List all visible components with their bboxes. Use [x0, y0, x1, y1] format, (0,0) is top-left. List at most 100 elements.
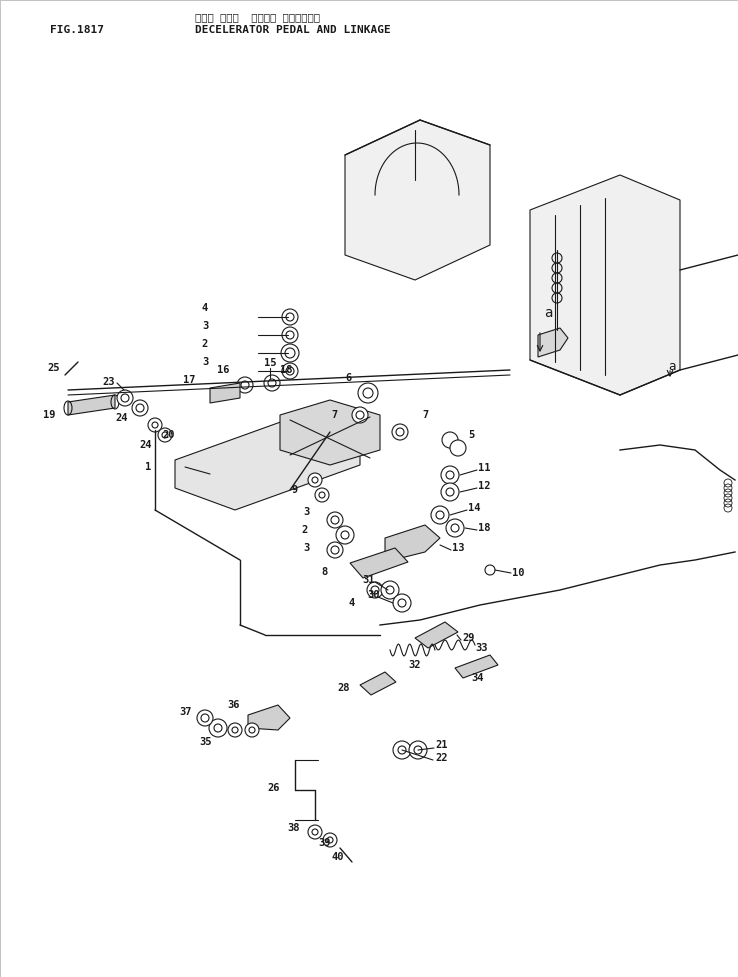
Text: 20: 20 — [162, 430, 174, 440]
Circle shape — [264, 375, 280, 391]
Text: 31: 31 — [362, 575, 375, 585]
Text: 3: 3 — [304, 543, 310, 553]
Circle shape — [441, 483, 459, 501]
Circle shape — [228, 723, 242, 737]
Text: 15: 15 — [263, 358, 276, 368]
Polygon shape — [68, 395, 115, 415]
Text: 18: 18 — [478, 523, 491, 533]
Circle shape — [132, 400, 148, 416]
Text: a: a — [544, 306, 552, 320]
Circle shape — [441, 466, 459, 484]
Text: 9: 9 — [292, 485, 298, 495]
Circle shape — [323, 833, 337, 847]
Circle shape — [148, 418, 162, 432]
Text: 34: 34 — [472, 673, 484, 683]
Circle shape — [308, 825, 322, 839]
Circle shape — [308, 473, 322, 487]
Text: 17: 17 — [184, 375, 196, 385]
Text: 2: 2 — [302, 525, 308, 535]
Text: 4: 4 — [349, 598, 355, 608]
Circle shape — [393, 741, 411, 759]
Circle shape — [336, 526, 354, 544]
Text: 5: 5 — [468, 430, 475, 440]
Circle shape — [442, 432, 458, 448]
Text: 40: 40 — [332, 852, 344, 862]
Circle shape — [381, 581, 399, 599]
Polygon shape — [248, 705, 290, 730]
Text: 13: 13 — [452, 543, 464, 553]
Circle shape — [392, 424, 408, 440]
Text: 1: 1 — [145, 462, 151, 472]
Text: 3: 3 — [202, 357, 208, 367]
Circle shape — [352, 407, 368, 423]
Circle shape — [450, 440, 466, 456]
Text: 8: 8 — [322, 567, 328, 577]
Polygon shape — [538, 328, 568, 357]
Circle shape — [282, 309, 298, 325]
Text: 29: 29 — [462, 633, 475, 643]
Circle shape — [197, 710, 213, 726]
Text: 33: 33 — [475, 643, 488, 653]
Text: 12: 12 — [478, 481, 491, 491]
Text: 11: 11 — [478, 463, 491, 473]
Text: 26: 26 — [267, 783, 280, 793]
Circle shape — [117, 390, 133, 406]
Text: 23: 23 — [103, 377, 115, 387]
Polygon shape — [530, 175, 680, 395]
Polygon shape — [280, 400, 380, 465]
Text: 25: 25 — [47, 363, 60, 373]
Text: DECELERATOR PEDAL AND LINKAGE: DECELERATOR PEDAL AND LINKAGE — [195, 25, 390, 35]
Text: 36: 36 — [227, 700, 240, 710]
Polygon shape — [175, 415, 360, 510]
Text: 3: 3 — [202, 321, 208, 331]
Text: 28: 28 — [337, 683, 350, 693]
Text: 7: 7 — [332, 410, 338, 420]
Text: 18: 18 — [280, 365, 292, 375]
Text: 35: 35 — [199, 737, 212, 747]
Circle shape — [431, 506, 449, 524]
Text: デセル ペダル  オヨヒ゛ リンケーシ゛: デセル ペダル オヨヒ゛ リンケーシ゛ — [195, 12, 320, 22]
Text: 38: 38 — [288, 823, 300, 833]
Text: 16: 16 — [218, 365, 230, 375]
Text: 21: 21 — [435, 740, 447, 750]
Polygon shape — [385, 525, 440, 562]
Polygon shape — [350, 548, 408, 578]
Text: 10: 10 — [512, 568, 525, 578]
Circle shape — [209, 719, 227, 737]
Text: 37: 37 — [179, 707, 192, 717]
Circle shape — [282, 327, 298, 343]
Text: FIG.1817: FIG.1817 — [50, 25, 104, 35]
Circle shape — [485, 565, 495, 575]
Circle shape — [446, 519, 464, 537]
Circle shape — [358, 383, 378, 403]
Polygon shape — [345, 120, 490, 280]
Circle shape — [245, 723, 259, 737]
Circle shape — [393, 594, 411, 612]
Text: a: a — [668, 361, 675, 373]
Circle shape — [327, 512, 343, 528]
Circle shape — [158, 428, 172, 442]
Text: 2: 2 — [202, 339, 208, 349]
Text: 24: 24 — [139, 440, 152, 450]
Text: 19: 19 — [43, 410, 55, 420]
Text: 3: 3 — [304, 507, 310, 517]
Circle shape — [315, 488, 329, 502]
Text: 22: 22 — [435, 753, 447, 763]
Circle shape — [327, 542, 343, 558]
Polygon shape — [455, 655, 498, 678]
Text: 4: 4 — [202, 303, 208, 313]
Circle shape — [281, 344, 299, 362]
Circle shape — [367, 582, 383, 598]
Polygon shape — [210, 383, 240, 403]
Text: 24: 24 — [116, 413, 128, 423]
Circle shape — [237, 377, 253, 393]
Text: 32: 32 — [409, 660, 421, 670]
Text: 7: 7 — [422, 410, 428, 420]
Circle shape — [282, 363, 298, 379]
Polygon shape — [360, 672, 396, 695]
Text: 6: 6 — [345, 373, 351, 383]
Text: 39: 39 — [318, 838, 331, 848]
Text: 30: 30 — [368, 590, 380, 600]
Polygon shape — [415, 622, 458, 648]
Text: 14: 14 — [468, 503, 480, 513]
